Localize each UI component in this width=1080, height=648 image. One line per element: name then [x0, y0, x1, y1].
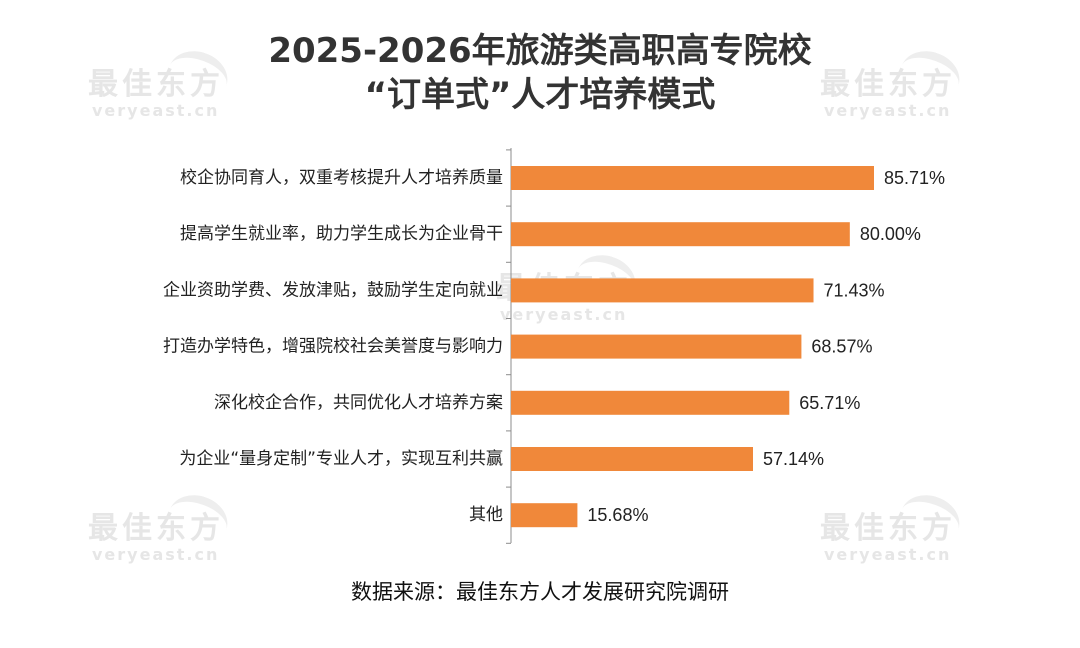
data-label: 68.57%	[811, 337, 872, 357]
data-label: 57.14%	[763, 449, 824, 469]
bar	[511, 447, 753, 471]
category-label: 深化校企合作，共同优化人才培养方案	[214, 393, 503, 413]
data-label: 85.71%	[884, 168, 945, 188]
category-label: 校企协同育人，双重考核提升人才培养质量	[180, 168, 503, 188]
data-label: 15.68%	[587, 505, 648, 525]
bar	[511, 503, 578, 528]
bar	[511, 390, 790, 415]
category-label: 提高学生就业率，助力学生成长为企业骨干	[180, 224, 503, 244]
bar	[511, 222, 850, 247]
category-label: 其他	[469, 505, 503, 525]
bar	[511, 166, 874, 190]
chart-title-line2: “订单式”人才培养模式	[364, 75, 716, 115]
category-label: 为企业“量身定制”专业人才，实现互利共赢	[179, 449, 503, 469]
data-label: 71.43%	[824, 280, 885, 300]
chart-title-line1: 2025-2026年旅游类高职高专院校	[268, 31, 812, 71]
category-label: 企业资助学费、发放津贴，鼓励学生定向就业	[163, 280, 503, 300]
bar	[511, 278, 814, 303]
bar	[511, 334, 802, 359]
category-label: 打造办学特色，增强院校社会美誉度与影响力	[163, 337, 503, 357]
data-source-note: 数据来源：最佳东方人才发展研究院调研	[351, 580, 729, 604]
data-label: 80.00%	[860, 224, 921, 244]
data-label: 65.71%	[799, 393, 860, 413]
